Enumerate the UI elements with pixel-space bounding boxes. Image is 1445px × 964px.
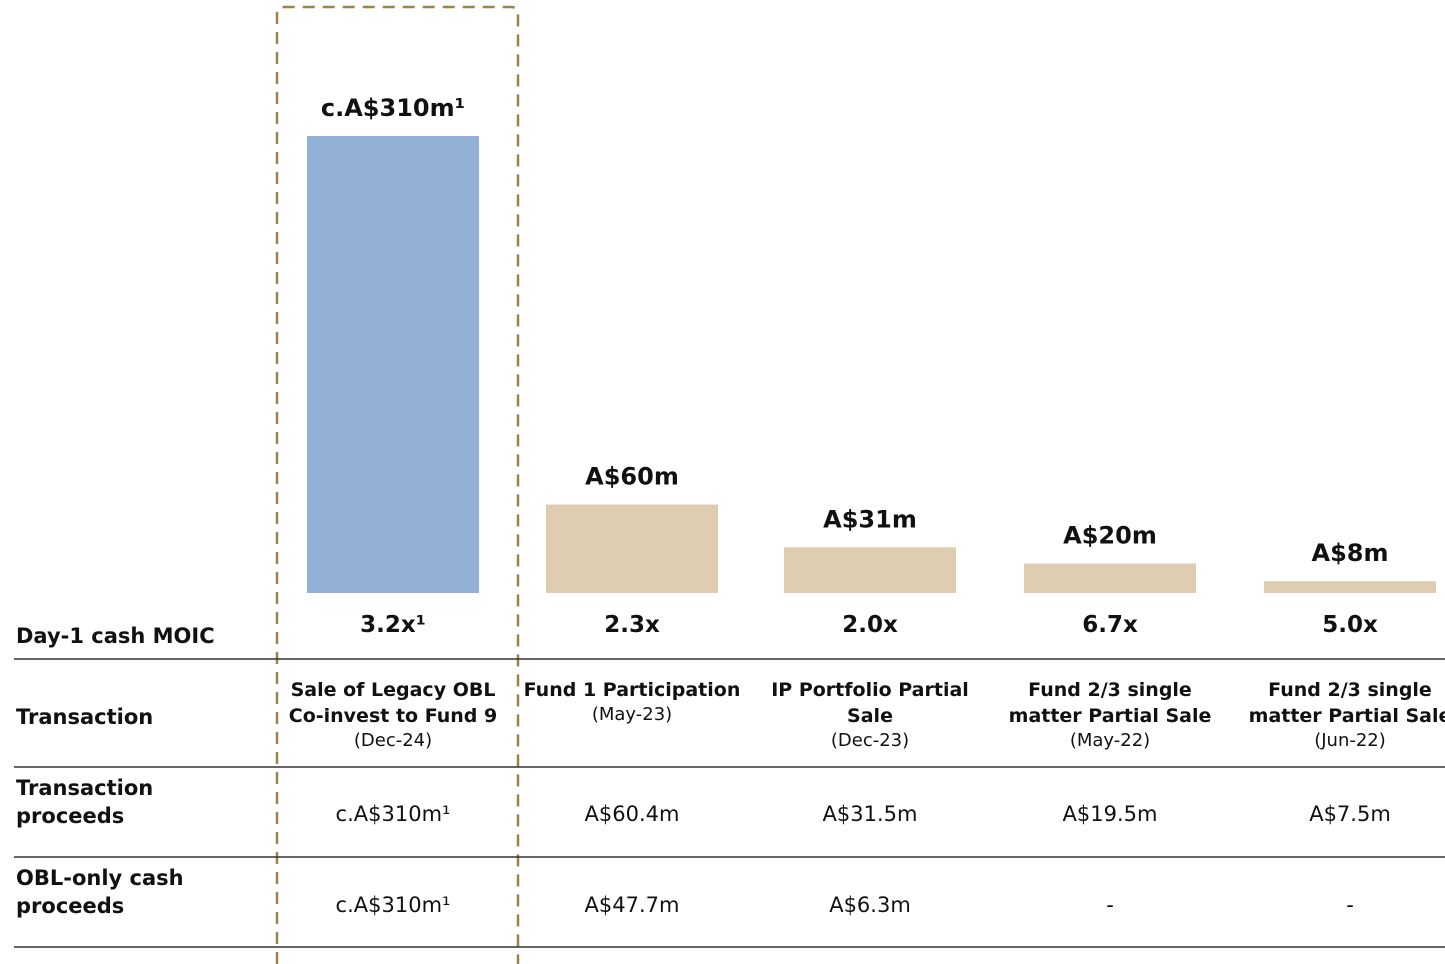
bar-value-label: A$60m [585,463,679,491]
transaction-cell: IP Portfolio Partial Sale (Dec-23) [752,677,988,753]
moic-value: 2.3x [604,612,660,638]
transaction-cell: Fund 2/3 single matter Partial Sale (May-… [992,677,1228,753]
moic-value: 6.7x [1082,612,1138,638]
transaction-date: (May-23) [591,704,673,725]
transaction-cell: Fund 2/3 single matter Partial Sale (Jun-… [1232,677,1445,753]
transaction-name: Fund 2/3 single matter Partial Sale [1008,679,1212,727]
transaction-name: IP Portfolio Partial Sale [771,679,969,727]
transaction-cell: Sale of Legacy OBL Co-invest to Fund 9 (D… [275,677,511,753]
transaction-cell: Fund 1 Participation (May-23) [514,677,750,727]
row-label: OBL-only cash proceeds [16,866,184,918]
transaction-date: (Dec-24) [353,730,433,751]
bar [546,504,718,593]
moic-value: 5.0x [1322,612,1378,638]
bar-value-label: A$31m [823,505,917,533]
proceeds-value: A$47.7m [584,893,680,917]
bar-value-label: A$20m [1063,522,1157,550]
transaction-name: Fund 2/3 single matter Partial Sale [1248,679,1445,727]
transaction-date: (May-22) [1069,730,1151,751]
proceeds-value: - [1106,893,1114,917]
proceeds-value: A$60.4m [584,802,680,826]
transaction-date: (Dec-23) [830,730,910,751]
moic-value: 2.0x [842,612,898,638]
transaction-name: Sale of Legacy OBL Co-invest to Fund 9 [288,679,498,727]
bar [1024,563,1196,593]
proceeds-value: A$6.3m [829,893,911,917]
proceeds-value: A$31.5m [822,802,918,826]
proceeds-value: c.A$310m¹ [335,802,451,826]
proceeds-value: c.A$310m¹ [335,893,451,917]
bar-value-label: A$8m [1312,539,1389,567]
transaction-name: Fund 1 Participation [523,679,741,701]
proceeds-value: - [1346,893,1354,917]
transaction-date: (Jun-22) [1314,730,1386,751]
row-label: Transaction proceeds [16,776,154,828]
proceeds-value: A$7.5m [1309,802,1391,826]
proceeds-value: A$19.5m [1062,802,1158,826]
bar [307,136,479,593]
row-label: Day-1 cash MOIC [16,624,215,648]
bar [784,547,956,593]
moic-value: 3.2x¹ [360,612,426,638]
bar-value-label: c.A$310m¹ [321,94,465,122]
row-label: Transaction [16,705,154,729]
bar [1264,581,1436,593]
